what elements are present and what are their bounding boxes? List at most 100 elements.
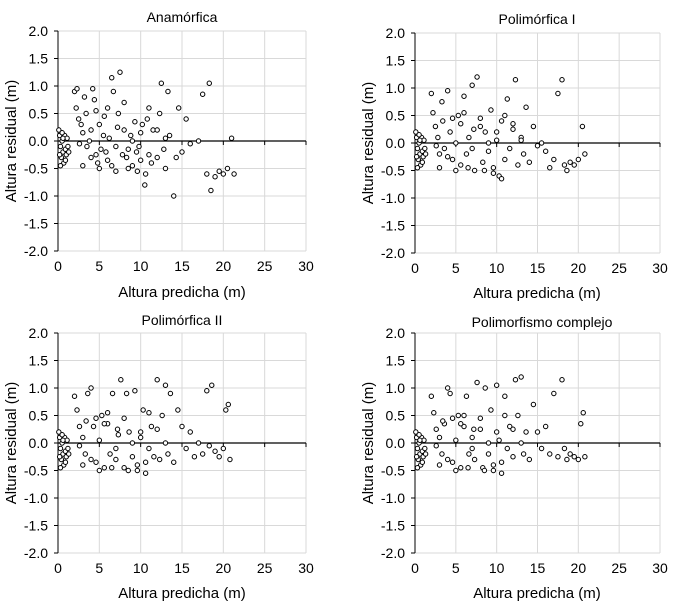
data-point [109, 465, 115, 471]
y-tick-label: -1.5 [381, 218, 405, 234]
data-point [98, 146, 104, 152]
x-tick-label: 25 [611, 260, 627, 276]
data-point [146, 410, 152, 416]
data-point [136, 143, 142, 150]
data-point [518, 440, 524, 446]
data-point [534, 143, 541, 149]
data-point [579, 123, 586, 130]
data-point [542, 423, 549, 430]
data-point [101, 421, 107, 427]
data-point [567, 159, 573, 165]
y-tick-label: -1.0 [381, 190, 405, 206]
data-point [142, 459, 149, 465]
x-tick-label: 30 [298, 560, 314, 576]
data-point [477, 426, 484, 432]
data-point [515, 412, 521, 419]
y-tick-label: -1.0 [24, 490, 48, 506]
y-tick-label: 0.0 [386, 135, 406, 151]
data-point [175, 105, 182, 111]
data-point [561, 445, 568, 452]
data-point [195, 138, 202, 144]
data-point [444, 88, 451, 94]
data-point [477, 123, 484, 130]
y-tick-label: 2.0 [386, 25, 406, 41]
data-point [171, 193, 177, 199]
data-point [485, 148, 492, 154]
data-point [582, 454, 588, 460]
y-tick-label: 1.5 [386, 353, 406, 369]
data-point [447, 129, 453, 135]
data-point [113, 456, 119, 463]
data-point [439, 451, 445, 457]
data-point [534, 429, 541, 435]
data-point [227, 456, 233, 463]
data-point [113, 143, 119, 150]
data-point [575, 456, 582, 463]
data-point [83, 418, 89, 424]
y-tick-label: -1.0 [381, 490, 405, 506]
data-point [422, 445, 428, 452]
data-point [78, 121, 84, 128]
data-point [436, 165, 443, 171]
x-tick-label: 30 [652, 260, 668, 276]
data-point [571, 454, 577, 460]
data-point [433, 426, 439, 432]
data-point [56, 127, 62, 133]
data-point [440, 118, 446, 124]
data-point [60, 437, 66, 443]
data-point [490, 467, 497, 474]
data-point [493, 382, 500, 388]
data-point [113, 168, 119, 174]
data-point [580, 410, 586, 416]
data-point [518, 137, 524, 143]
data-point [433, 143, 439, 149]
data-point [551, 390, 557, 397]
data-point [471, 426, 477, 432]
data-point [510, 121, 516, 127]
data-point [104, 105, 111, 111]
data-point [482, 129, 488, 135]
data-point [93, 415, 99, 421]
data-point [444, 456, 451, 463]
data-point [474, 74, 480, 80]
data-point [469, 145, 475, 152]
y-tick-label: -2.0 [24, 545, 48, 561]
data-point [493, 429, 500, 435]
data-point [208, 187, 214, 194]
data-point [187, 429, 193, 435]
data-point [93, 459, 99, 465]
data-point [81, 94, 88, 100]
data-point [159, 412, 165, 419]
y-tick-label: 0.0 [29, 435, 49, 451]
data-point [158, 80, 165, 86]
data-point [422, 451, 429, 457]
data-point [134, 467, 141, 474]
data-point [179, 149, 185, 155]
data-point [66, 451, 72, 457]
data-point [114, 426, 121, 432]
chart-panel-4: 2.0 1.5 1.0 0.5 0.0 -0.5 -1.0 -1.5 -2.0 0 5 10 15 20 2… [360, 314, 668, 602]
data-point [498, 470, 505, 476]
data-point [132, 388, 138, 394]
data-point [510, 454, 516, 460]
data-point [485, 440, 492, 446]
chart-title: Polimórfica II [142, 312, 223, 328]
data-point [128, 132, 134, 139]
data-point [493, 129, 500, 135]
data-point [129, 163, 136, 169]
data-point [523, 104, 529, 110]
x-tick-label: 0 [411, 560, 419, 576]
x-tick-label: 15 [530, 560, 546, 576]
data-point [435, 134, 441, 141]
data-point [59, 432, 65, 438]
data-point [458, 421, 464, 427]
data-point [465, 165, 471, 171]
data-point [436, 151, 443, 157]
data-point [481, 167, 488, 174]
data-point [129, 138, 136, 144]
chart-panel-3: 2.0 1.5 1.0 0.5 0.0 -0.5 -1.0 -1.5 -2.0 0 5 10 15 20 2… [3, 312, 314, 602]
data-point [463, 151, 470, 157]
data-point [187, 141, 193, 147]
y-tick-label: 2.0 [386, 325, 406, 341]
data-point [126, 429, 132, 435]
